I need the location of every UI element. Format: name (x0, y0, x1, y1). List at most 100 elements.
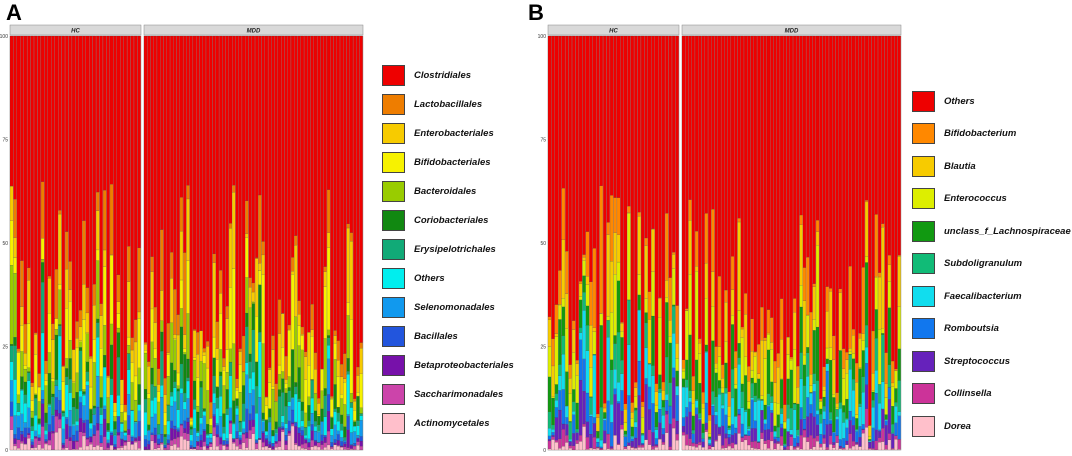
bar-segment (558, 390, 562, 411)
bar-segment (868, 440, 872, 442)
bar-segment (864, 201, 869, 257)
legend-item: unclass_f_Lachnospiraceae (912, 220, 1071, 242)
bar-segment (654, 35, 659, 384)
bar-segment (829, 35, 833, 289)
bar-segment (291, 397, 295, 399)
bar-segment (825, 447, 829, 450)
bar-segment (291, 271, 295, 275)
bar-segment (251, 301, 255, 304)
bar-segment (163, 434, 167, 437)
bar-segment (238, 35, 242, 349)
bar-segment (179, 436, 184, 451)
bar-segment (835, 407, 839, 410)
bar-segment (241, 434, 246, 443)
bar-segment (842, 348, 846, 369)
bar-segment (277, 364, 282, 375)
bar-segment (183, 334, 187, 349)
bar-segment (884, 397, 888, 415)
bar-segment (65, 358, 69, 369)
bar-segment (711, 306, 715, 341)
bar-segment (291, 274, 295, 350)
bar-segment (235, 398, 239, 406)
bar-segment (173, 429, 177, 439)
bar-segment (894, 422, 898, 436)
bar-segment (565, 328, 569, 372)
bar-segment (561, 446, 566, 451)
bar-segment (721, 387, 725, 393)
bar-segment (330, 417, 334, 429)
bar-segment (789, 369, 793, 409)
bar-segment (609, 448, 614, 450)
bar-segment (672, 367, 676, 378)
bar-segment (630, 438, 634, 442)
bar-segment (82, 420, 86, 423)
bar-segment (878, 276, 882, 330)
bar-segment (641, 447, 645, 451)
bar-segment (261, 442, 265, 448)
bar-segment (27, 434, 31, 439)
bar-segment (634, 421, 638, 428)
bar-segment (620, 390, 624, 411)
bar-segment (300, 430, 304, 436)
bar-segment (835, 435, 839, 443)
bar-segment (232, 343, 236, 401)
bar-segment (13, 438, 17, 444)
bar-segment (734, 388, 738, 416)
bar-segment (832, 447, 836, 451)
bar-segment (317, 403, 321, 415)
bar-segment (647, 319, 652, 364)
bar-segment (681, 417, 686, 427)
bar-segment (206, 435, 210, 439)
bar-segment (346, 447, 350, 450)
bar-segment (838, 288, 842, 293)
bar-segment (176, 35, 180, 315)
bar-segment (616, 234, 621, 263)
bar-segment (589, 416, 593, 435)
bar-segment (799, 285, 803, 308)
bar-segment (740, 328, 744, 338)
bar-segment (34, 436, 38, 439)
legend-swatch (912, 188, 935, 209)
bar-segment (356, 435, 360, 438)
bar-segment (103, 405, 107, 410)
bar-segment (637, 445, 641, 448)
bar-segment (51, 431, 55, 434)
bar-segment (714, 372, 718, 397)
bar-segment (281, 429, 285, 432)
legend-swatch (912, 350, 935, 372)
bar-segment (845, 440, 849, 445)
bar-segment (20, 35, 24, 261)
legend-item: Subdoligranulum (912, 253, 1022, 275)
bar-segment (641, 406, 645, 418)
bar-segment (647, 364, 652, 387)
bar-segment (44, 430, 48, 435)
bar-segment (51, 378, 55, 382)
bar-segment (300, 35, 304, 328)
bar-segment (688, 411, 692, 439)
bar-segment (606, 320, 610, 338)
bar-segment (582, 275, 586, 293)
legend-swatch (382, 412, 405, 434)
bar-segment (582, 310, 586, 359)
bar-segment (313, 439, 318, 442)
legend-label: Enterobacteriales (414, 127, 494, 139)
bar-segment (323, 447, 327, 451)
bar-segment (681, 435, 686, 451)
bar-segment (307, 35, 311, 333)
bar-segment (284, 444, 288, 450)
bar-segment (359, 440, 363, 447)
bar-segment (796, 435, 800, 437)
bar-segment (623, 422, 628, 431)
bar-segment (753, 351, 757, 353)
bar-segment (845, 444, 849, 451)
bar-segment (665, 410, 669, 415)
bar-segment (730, 434, 735, 443)
bar-segment (304, 379, 308, 414)
bar-segment (688, 274, 692, 335)
bar-segment (730, 324, 735, 370)
bar-segment (694, 400, 699, 408)
bar-segment (894, 35, 898, 370)
bar-segment (343, 426, 347, 438)
bar-segment (874, 214, 878, 277)
bar-segment (627, 212, 631, 214)
